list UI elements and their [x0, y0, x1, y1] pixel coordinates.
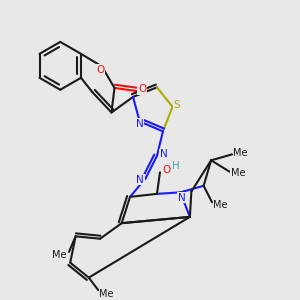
Text: O: O — [138, 84, 146, 94]
Text: O: O — [162, 165, 171, 175]
Text: N: N — [136, 175, 144, 185]
Text: Me: Me — [52, 250, 67, 260]
Text: N: N — [160, 149, 167, 159]
Text: S: S — [174, 100, 180, 110]
Text: Me: Me — [231, 168, 245, 178]
Text: Me: Me — [233, 148, 248, 158]
Text: Me: Me — [100, 289, 114, 299]
Text: O: O — [96, 65, 104, 75]
Text: N: N — [136, 119, 143, 129]
Text: N: N — [178, 193, 186, 203]
Text: Me: Me — [213, 200, 228, 210]
Text: H: H — [172, 161, 179, 171]
